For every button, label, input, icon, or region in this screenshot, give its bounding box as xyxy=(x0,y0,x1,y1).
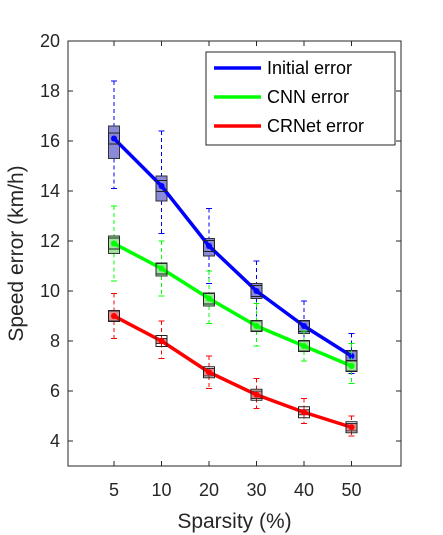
data-point xyxy=(298,406,310,419)
x-tick-label: 20 xyxy=(199,480,219,500)
legend: Initial error CNN error CRNet error xyxy=(205,51,396,146)
x-tick-label: 10 xyxy=(151,480,171,500)
data-point xyxy=(108,310,120,322)
y-tick-label: 4 xyxy=(50,431,60,451)
data-point xyxy=(250,388,263,401)
y-tick-label: 14 xyxy=(40,181,60,201)
data-point-marker xyxy=(206,295,212,302)
data-point-marker xyxy=(206,369,212,376)
x-tick-label: 5 xyxy=(109,480,119,500)
y-tick-label: 10 xyxy=(40,281,60,301)
data-point-marker xyxy=(348,353,355,359)
series-line xyxy=(112,137,353,358)
y-tick-label: 16 xyxy=(40,131,60,151)
series-line xyxy=(113,314,353,429)
data-point xyxy=(155,335,168,347)
y-axis-label: Speed error (km/h) xyxy=(5,165,28,341)
data-point xyxy=(250,285,263,297)
data-point xyxy=(298,340,310,352)
series-cnn-error xyxy=(108,205,358,384)
data-point-marker xyxy=(111,135,117,142)
y-tick-label: 6 xyxy=(50,381,60,401)
data-point xyxy=(155,262,168,275)
legend-label: CNN error xyxy=(267,87,349,107)
data-point-marker xyxy=(253,288,260,294)
data-point-marker xyxy=(158,338,165,344)
data-point xyxy=(203,366,215,379)
data-point xyxy=(250,320,263,332)
data-point-marker xyxy=(253,391,260,398)
plot-marks xyxy=(108,80,358,437)
data-point-marker xyxy=(348,424,355,431)
data-point xyxy=(203,240,215,252)
plot-frame xyxy=(67,40,402,467)
data-point xyxy=(108,237,120,250)
y-tick-label: 20 xyxy=(40,31,60,51)
data-point xyxy=(203,292,215,305)
series-line xyxy=(113,241,353,368)
legend-label: Initial error xyxy=(267,58,352,78)
data-point-marker xyxy=(111,313,117,319)
data-point-marker xyxy=(301,409,307,416)
x-axis-label: Sparsity (%) xyxy=(177,510,291,533)
axes: 4 6 8 10 12 14 16 18 20 5 10 20 30 40 50 xyxy=(40,31,402,500)
data-point-marker xyxy=(158,183,165,189)
legend-label: CRNet error xyxy=(267,116,364,136)
y-tick-label: 8 xyxy=(50,331,60,351)
x-tick-label: 50 xyxy=(341,480,361,500)
x-tick-label: 30 xyxy=(246,480,266,500)
data-point-marker xyxy=(301,343,307,349)
series-crnet-error xyxy=(108,293,358,437)
data-point xyxy=(108,132,120,145)
data-point-marker xyxy=(111,240,117,247)
data-point-marker xyxy=(158,265,165,272)
x-tick-label: 40 xyxy=(294,480,314,500)
y-tick-label: 18 xyxy=(40,81,60,101)
data-point-marker xyxy=(348,363,355,369)
data-point xyxy=(345,421,358,434)
y-tick-label: 12 xyxy=(40,231,60,251)
data-point xyxy=(345,360,358,372)
data-point-marker xyxy=(301,323,307,329)
data-point-marker xyxy=(206,243,212,249)
data-point xyxy=(155,180,168,192)
data-point-marker xyxy=(253,323,260,329)
